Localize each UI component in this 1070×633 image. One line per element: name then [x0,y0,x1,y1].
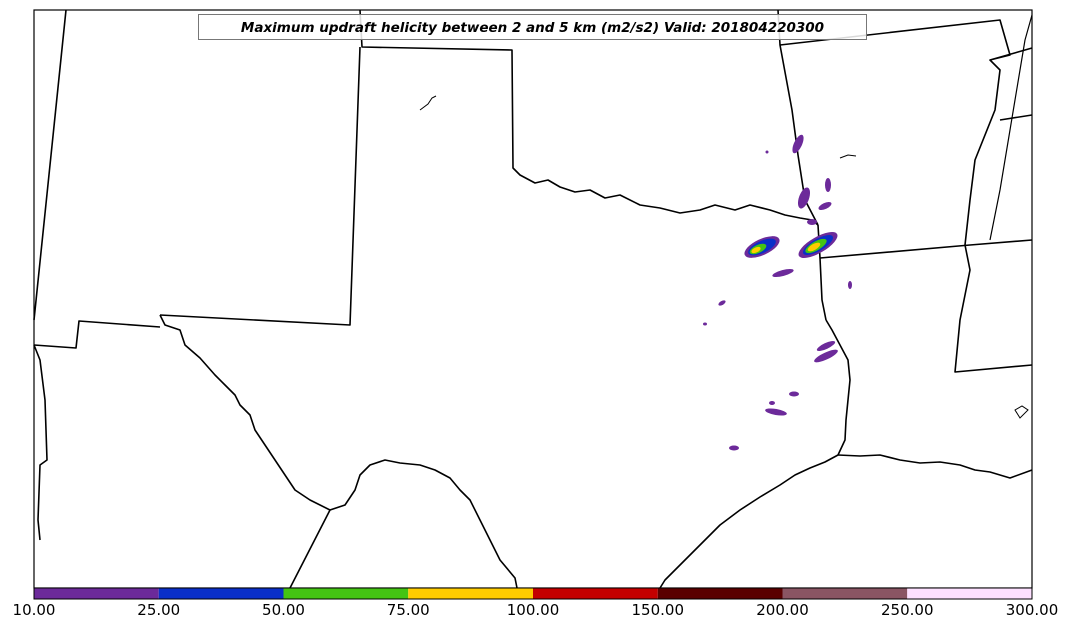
border-ok-tx [359,9,819,226]
colorbar-segment-1 [158,588,284,599]
colorbar-segment-5 [657,588,783,599]
colorbar-segment-6 [782,588,908,599]
colorbar-tick-label: 250.00 [881,601,934,619]
border-az-nm [33,344,48,541]
border-ar-la [819,239,1033,259]
lake-3 [1014,405,1029,419]
colorbar-tick-label: 25.00 [137,601,181,619]
colorbar-tick-label: 10.00 [12,601,56,619]
border-mississippi [954,59,1033,373]
colorbar-tick-label: 300.00 [1005,601,1059,619]
colorbar-segment-4 [533,588,658,599]
map-frame [33,9,1033,589]
colorbar-segment-3 [408,588,533,599]
border-tx-panhandle [159,46,361,326]
colorbar-tick-label: 50.00 [262,601,305,619]
colorbar-segment-7 [907,588,1032,599]
border-nm-south [33,320,161,349]
colorbar-tick-label: 150.00 [631,601,685,619]
border-mo [779,19,1033,61]
lake-2 [839,154,857,159]
colorbar-tick-label: 100.00 [506,601,560,619]
colorbar [33,587,1033,600]
border-tx-la [825,319,851,456]
border-mexico-state [289,509,331,589]
colorbar-outline [33,587,1033,600]
coastline-texas [659,454,839,589]
colorbar-segment-2 [283,588,409,599]
river-mississippi [989,14,1033,241]
colorbar-segment-0 [34,588,159,599]
map-title: Maximum updraft helicity between 2 and 5… [198,14,867,40]
border-co-nm [33,9,67,321]
colorbar-tick-label: 75.00 [386,601,430,619]
purple-streaks [703,134,852,451]
coastline-louisiana [837,454,1033,479]
cell-1-yellow [751,246,761,254]
lake-1 [419,95,437,111]
colorbar-tick-label: 200.00 [756,601,809,619]
cell-2-yellow [807,242,821,252]
helicity-contours [703,134,852,451]
lakes [419,95,1029,419]
border-tn [999,114,1033,121]
